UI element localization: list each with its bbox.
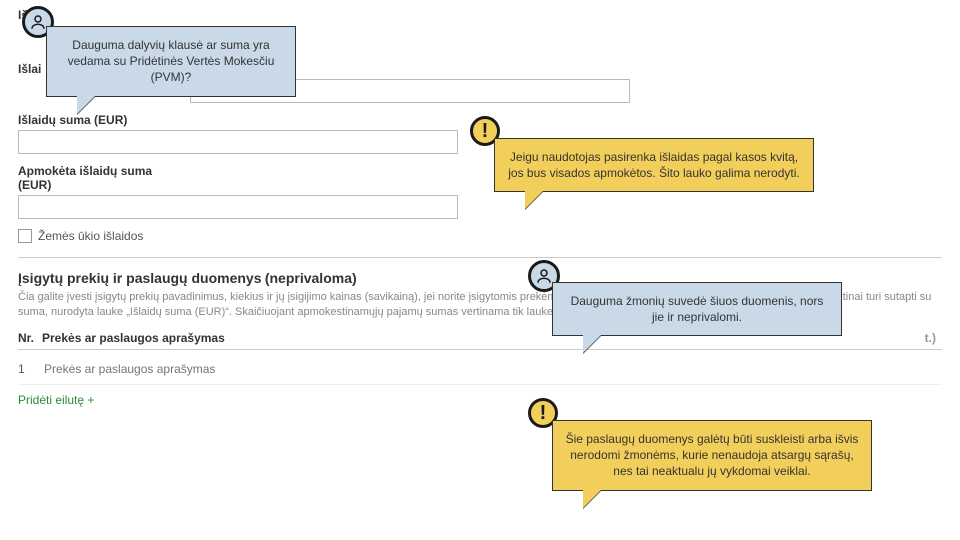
paid-sum-label: Apmokėta išlaidų suma (EUR) — [18, 164, 158, 192]
callout-collapse: Šie paslaugų duomenys galėtų būti suskle… — [552, 420, 872, 491]
paid-sum-input[interactable] — [18, 195, 458, 219]
agri-checkbox-row[interactable]: Žemės ūkio išlaidos — [18, 229, 942, 243]
col-nr: Nr. — [18, 331, 42, 345]
table-row: 1 — [18, 354, 942, 385]
agri-checkbox-label: Žemės ūkio išlaidos — [38, 229, 143, 243]
callout-collapse-text: Šie paslaugų duomenys galėtų būti suskle… — [566, 432, 859, 478]
row-desc-input[interactable] — [42, 358, 942, 380]
checkbox-icon[interactable] — [18, 229, 32, 243]
col-amt: t.) — [862, 331, 942, 345]
callout-receipt: Jeigu naudotojas pasirenka išlaidas paga… — [494, 138, 814, 192]
callout-receipt-text: Jeigu naudotojas pasirenka išlaidas paga… — [508, 150, 800, 180]
callout-entered-text: Dauguma žmonių suvedė šiuos duomenis, no… — [571, 294, 824, 324]
section-title: Įsigytų prekių ir paslaugų duomenys — [18, 270, 262, 286]
callout-pvm: Dauguma dalyvių klausė ar suma yra vedam… — [46, 26, 296, 97]
row-num: 1 — [18, 362, 42, 376]
sum-input[interactable] — [18, 130, 458, 154]
field-label-trunc-1: Išla — [18, 8, 942, 22]
add-row-link[interactable]: Pridėti eilutę + — [18, 393, 94, 407]
callout-pvm-text: Dauguma dalyvių klausė ar suma yra vedam… — [68, 38, 275, 84]
field-row-1: Išla — [18, 8, 942, 22]
section-optional: (neprivaloma) — [265, 270, 357, 286]
divider — [18, 257, 942, 258]
callout-entered: Dauguma žmonių suvedė šiuos duomenis, no… — [552, 282, 842, 336]
